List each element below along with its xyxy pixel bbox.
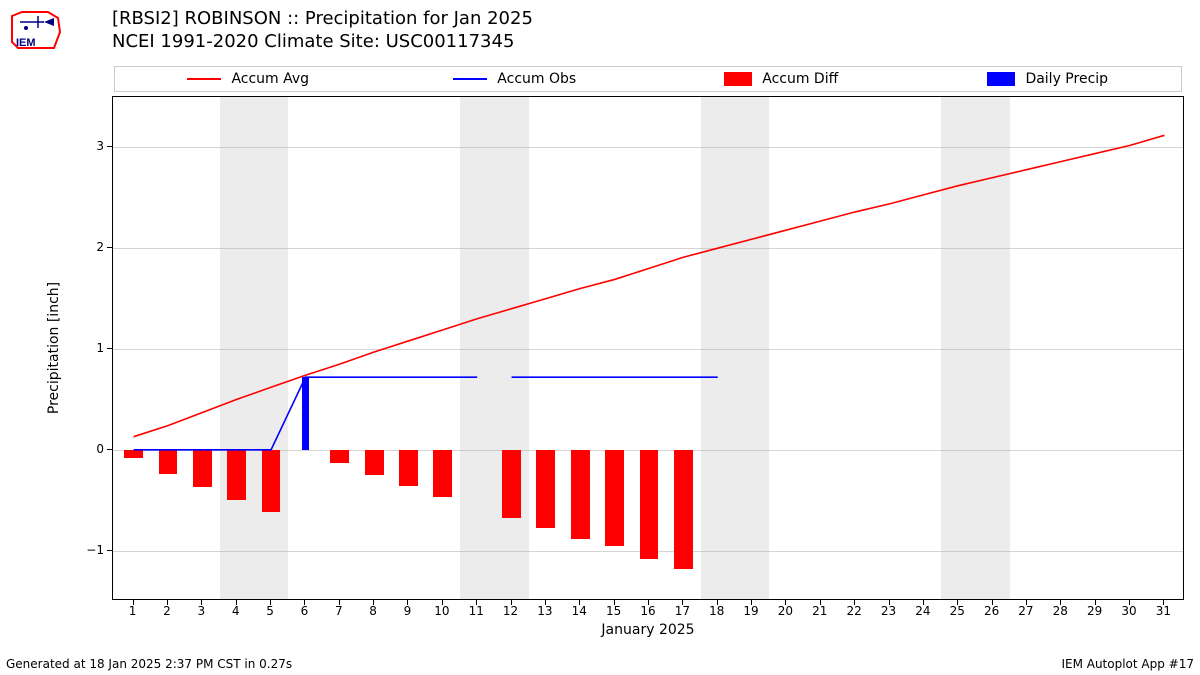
- chart-title: [RBSI2] ROBINSON :: Precipitation for Ja…: [112, 8, 533, 53]
- x-tick-label: 18: [709, 604, 724, 618]
- x-tick-label: 29: [1087, 604, 1102, 618]
- legend-accum-obs: Accum Obs: [382, 71, 649, 87]
- footer-generated: Generated at 18 Jan 2025 2:37 PM CST in …: [6, 657, 292, 671]
- x-tick-label: 16: [640, 604, 655, 618]
- y-tick: [107, 146, 112, 147]
- legend-line-icon: [453, 78, 487, 80]
- chart-plot-area: [112, 96, 1184, 600]
- y-axis-label: Precipitation [inch]: [46, 282, 62, 414]
- accum-avg-line: [134, 135, 1165, 436]
- chart-svg-layer: [113, 97, 1183, 599]
- legend-line-icon: [187, 78, 221, 80]
- accum-obs-line: [134, 377, 478, 450]
- legend-label: Accum Avg: [231, 71, 309, 87]
- legend-label: Accum Diff: [762, 71, 838, 87]
- y-tick: [107, 550, 112, 551]
- x-tick-label: 4: [232, 604, 240, 618]
- legend-patch-icon: [724, 72, 752, 86]
- x-tick-label: 10: [434, 604, 449, 618]
- x-tick-label: 5: [266, 604, 274, 618]
- x-tick-label: 30: [1121, 604, 1136, 618]
- footer-app: IEM Autoplot App #17: [1061, 657, 1194, 671]
- title-line-1: [RBSI2] ROBINSON :: Precipitation for Ja…: [112, 8, 533, 31]
- x-tick-label: 22: [847, 604, 862, 618]
- title-line-2: NCEI 1991-2020 Climate Site: USC00117345: [112, 31, 533, 54]
- x-tick-label: 12: [503, 604, 518, 618]
- legend-accum-diff: Accum Diff: [648, 71, 915, 87]
- legend-label: Accum Obs: [497, 71, 576, 87]
- legend-label: Daily Precip: [1025, 71, 1108, 87]
- x-tick-label: 19: [743, 604, 758, 618]
- y-tick-label: 3: [80, 139, 104, 153]
- x-tick-label: 24: [915, 604, 930, 618]
- x-tick-label: 8: [369, 604, 377, 618]
- x-tick-label: 31: [1156, 604, 1171, 618]
- y-tick: [107, 348, 112, 349]
- iem-logo: IEM: [6, 6, 66, 56]
- y-tick-label: 2: [80, 240, 104, 254]
- y-tick: [107, 247, 112, 248]
- legend-patch-icon: [987, 72, 1015, 86]
- x-tick-label: 20: [778, 604, 793, 618]
- y-tick: [107, 449, 112, 450]
- svg-text:IEM: IEM: [16, 37, 36, 49]
- legend-accum-avg: Accum Avg: [115, 71, 382, 87]
- x-tick-label: 25: [950, 604, 965, 618]
- x-tick-label: 26: [984, 604, 999, 618]
- x-tick-label: 6: [301, 604, 309, 618]
- x-tick-label: 23: [881, 604, 896, 618]
- x-tick-label: 7: [335, 604, 343, 618]
- x-tick-label: 17: [675, 604, 690, 618]
- legend-daily-precip: Daily Precip: [915, 71, 1182, 87]
- x-tick-label: 11: [469, 604, 484, 618]
- x-tick-label: 9: [404, 604, 412, 618]
- x-tick-label: 21: [812, 604, 827, 618]
- x-tick-label: 13: [537, 604, 552, 618]
- x-tick-label: 14: [572, 604, 587, 618]
- x-tick-label: 15: [606, 604, 621, 618]
- x-axis-label: January 2025: [112, 622, 1184, 638]
- x-tick-label: 27: [1018, 604, 1033, 618]
- legend: Accum Avg Accum Obs Accum Diff Daily Pre…: [114, 66, 1182, 92]
- x-tick-label: 28: [1053, 604, 1068, 618]
- y-tick-label: 1: [80, 341, 104, 355]
- x-tick-label: 2: [163, 604, 171, 618]
- x-tick-label: 1: [129, 604, 137, 618]
- y-tick-label: −1: [80, 543, 104, 557]
- x-tick-label: 3: [198, 604, 206, 618]
- y-tick-label: 0: [80, 442, 104, 456]
